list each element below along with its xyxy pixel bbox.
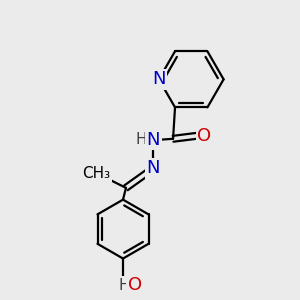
Text: O: O [197,127,212,145]
Text: N: N [147,159,160,177]
Text: H: H [118,278,130,292]
Text: CH₃: CH₃ [82,166,111,181]
Text: H: H [136,132,147,147]
Text: N: N [147,131,160,149]
Text: O: O [128,276,142,294]
Text: N: N [152,70,166,88]
